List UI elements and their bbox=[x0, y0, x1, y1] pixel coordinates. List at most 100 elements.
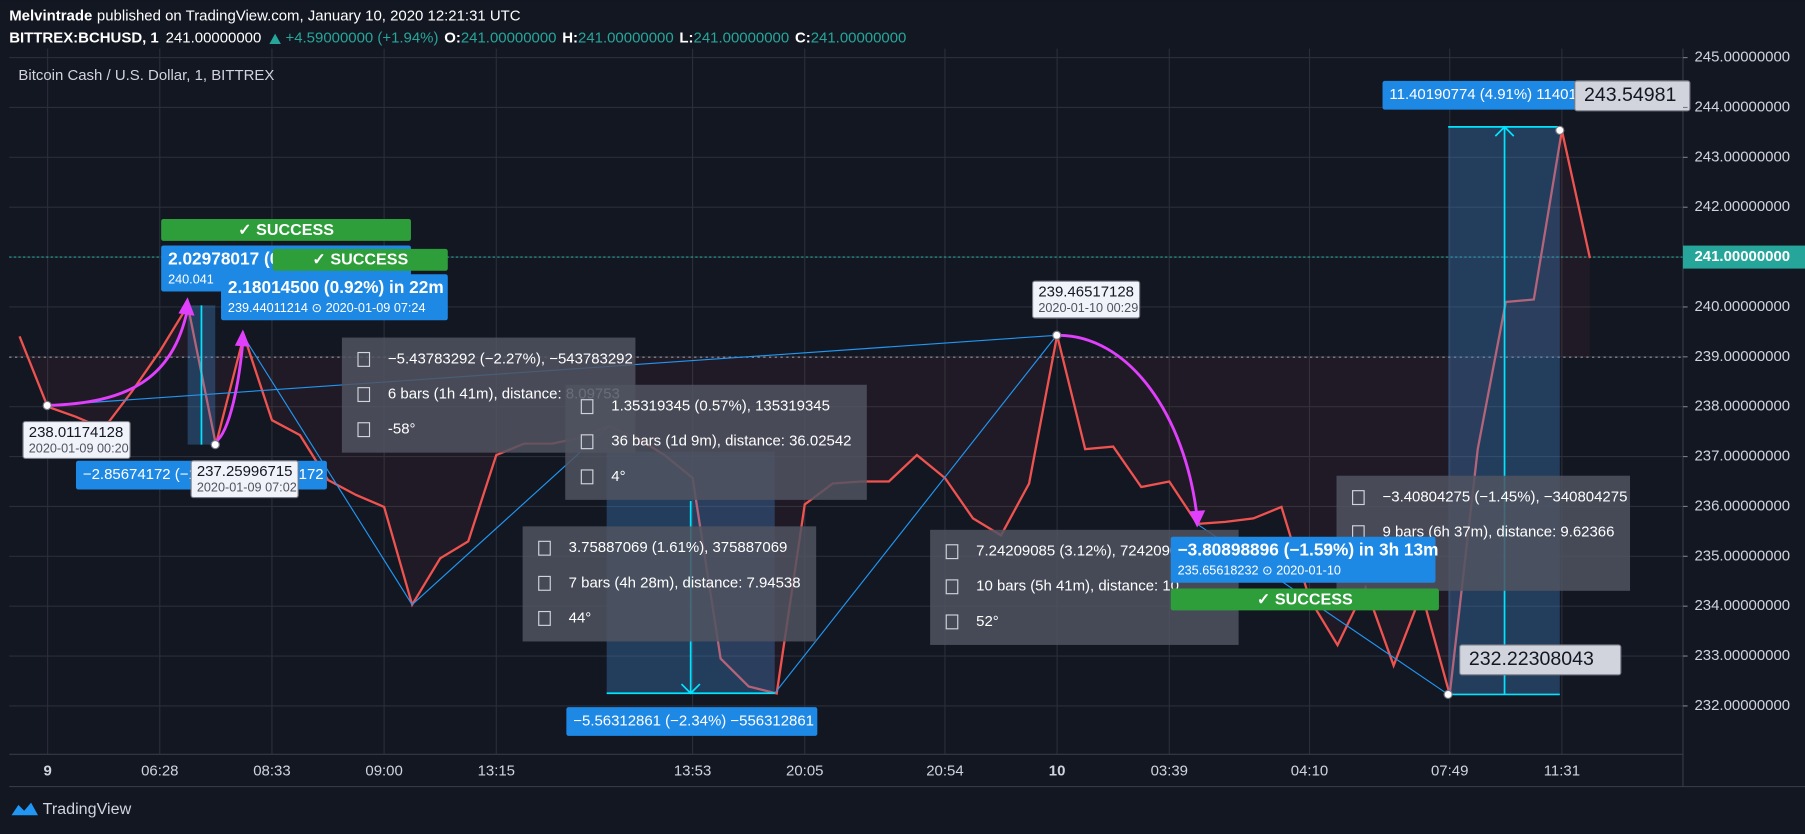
anchor-point bbox=[210, 440, 220, 450]
anchor-point bbox=[42, 400, 52, 411]
last-price-label: 241.00000000 bbox=[1694, 248, 1790, 265]
price-line bbox=[18, 130, 1592, 695]
measure-text: 11.40190774 (4.91%) 1140190774 bbox=[1389, 86, 1618, 103]
symbol: BITTREX:BCHUSD, 1 bbox=[9, 29, 159, 46]
footer-brand: TradingView bbox=[43, 800, 132, 818]
y-tick-label: 235.00000000 bbox=[1694, 547, 1790, 564]
info-box bbox=[565, 384, 867, 500]
ohlc: +4.59000000 (+1.94%) O:241.00000000 H:241.… bbox=[285, 29, 906, 46]
info-angle: -58° bbox=[388, 421, 416, 438]
info-icon bbox=[538, 540, 551, 556]
measure-text: −5.56312861 (−2.34%) −556312861 bbox=[573, 712, 814, 729]
y-tick-label: 237.00000000 bbox=[1694, 448, 1790, 465]
x-tick-label: 08:33 bbox=[253, 763, 290, 780]
success-box bbox=[272, 248, 448, 271]
price-label-box bbox=[1574, 80, 1691, 112]
anchor-point bbox=[1555, 125, 1565, 135]
measure-sub: 235.65618232 ⊙ 2020-01-10 bbox=[1178, 564, 1341, 578]
y-tick-label: 233.00000000 bbox=[1694, 647, 1790, 664]
price: 241.00000000 bbox=[166, 29, 262, 46]
arc bbox=[214, 340, 245, 444]
ohlc-label: L: bbox=[679, 29, 693, 46]
y-tick-label: 234.00000000 bbox=[1694, 597, 1790, 614]
measure-box bbox=[1170, 536, 1436, 583]
price-label-box bbox=[190, 460, 299, 499]
ohlc-value: 241.00000000 bbox=[578, 29, 674, 46]
info-icon bbox=[357, 387, 371, 403]
change: +4.59000000 (+1.94%) bbox=[285, 29, 438, 46]
x-tick-label: 11:31 bbox=[1544, 763, 1580, 780]
info-icon bbox=[580, 469, 594, 485]
info-change: 1.35319345 (0.57%), 135319345 bbox=[611, 398, 830, 415]
ohlc-value: 241.00000000 bbox=[461, 29, 557, 46]
price-label: 237.25996715 bbox=[197, 463, 293, 480]
x-tick-label: 09:00 bbox=[365, 763, 402, 780]
price-label-box bbox=[1459, 644, 1622, 676]
info-icon bbox=[538, 575, 551, 591]
info-icon bbox=[538, 610, 551, 626]
success-label: ✓ SUCCESS bbox=[1257, 590, 1353, 608]
ohlc-label: O: bbox=[444, 29, 461, 46]
last-price-box bbox=[1682, 245, 1805, 269]
y-tick-label: 238.00000000 bbox=[1694, 398, 1790, 415]
arrow-head bbox=[1189, 510, 1206, 528]
measure-sub: 240.041 bbox=[168, 272, 214, 286]
success-label: ✓ SUCCESS bbox=[238, 221, 334, 239]
info-icon bbox=[1352, 490, 1365, 506]
info-bars: 6 bars (1h 41m), distance: 8.09753 bbox=[388, 386, 620, 403]
success-box bbox=[1170, 588, 1439, 611]
price-label-box bbox=[1032, 280, 1141, 319]
ohlc-value: 241.00000000 bbox=[694, 29, 790, 46]
info-change: −5.43783292 (−2.27%), −543783292 bbox=[388, 350, 633, 367]
y-tick-label: 240.00000000 bbox=[1694, 298, 1790, 315]
published: published on TradingView.com, January 10… bbox=[97, 7, 521, 24]
author: Melvintrade bbox=[9, 7, 92, 24]
x-tick-label: 03:39 bbox=[1151, 763, 1188, 780]
x-tick-label: 04:10 bbox=[1291, 763, 1328, 780]
info-change: 3.75887069 (1.61%), 375887069 bbox=[569, 539, 788, 556]
header-line: Melvintrade published on TradingView.com,… bbox=[9, 7, 521, 24]
y-tick-label: 244.00000000 bbox=[1694, 98, 1790, 115]
info-bars: 9 bars (6h 37m), distance: 9.62366 bbox=[1383, 524, 1615, 541]
symbol-line: BITTREX:BCHUSD, 1 241.00000000 bbox=[9, 29, 261, 46]
price-label-date: 2020-01-09 00:20 bbox=[29, 442, 129, 456]
y-tick-label: 242.00000000 bbox=[1694, 198, 1790, 215]
x-tick-label: 13:53 bbox=[674, 763, 711, 780]
measure-box bbox=[221, 274, 448, 321]
price-label-date: 2020-01-10 00:29 bbox=[1038, 301, 1138, 315]
info-icon bbox=[945, 614, 959, 630]
x-tick-label: 20:05 bbox=[786, 763, 823, 780]
info-icon bbox=[357, 422, 371, 438]
arc bbox=[47, 308, 190, 407]
price-label: 239.46517128 bbox=[1038, 284, 1134, 301]
price-label: 232.22308043 bbox=[1469, 648, 1594, 670]
info-box bbox=[522, 526, 817, 642]
ohlc-value: 241.00000000 bbox=[811, 29, 907, 46]
y-tick-label: 232.00000000 bbox=[1694, 697, 1790, 714]
info-icon bbox=[945, 544, 959, 560]
ohlc-label: C: bbox=[795, 29, 811, 46]
price-label: 243.54981 bbox=[1584, 84, 1676, 106]
info-icon bbox=[580, 434, 594, 450]
x-tick-label: 06:28 bbox=[141, 763, 178, 780]
info-bars: 36 bars (1d 9m), distance: 36.02542 bbox=[611, 433, 851, 450]
success-label: ✓ SUCCESS bbox=[312, 251, 408, 269]
chart-title: Bitcoin Cash / U.S. Dollar, 1, BITTREX bbox=[18, 67, 274, 84]
info-change: 7.24209085 (3.12%), 724209085 bbox=[976, 543, 1195, 560]
y-tick-label: 236.00000000 bbox=[1694, 497, 1790, 514]
measure-box bbox=[566, 707, 818, 736]
info-change: −3.40804275 (−1.45%), −340804275 bbox=[1383, 489, 1628, 506]
measure-text: 2.18014500 (0.92%) in 22m bbox=[228, 277, 444, 297]
x-tick-label: 10 bbox=[1049, 763, 1066, 780]
x-tick-label: 9 bbox=[43, 763, 51, 780]
arcs bbox=[47, 297, 1206, 528]
info-icon bbox=[945, 579, 959, 595]
up-arrow bbox=[269, 33, 281, 45]
logo bbox=[11, 802, 38, 816]
price-label-date: 2020-01-09 07:02 bbox=[197, 481, 297, 495]
arrow-head bbox=[234, 329, 250, 347]
info-icon bbox=[357, 351, 371, 367]
ohlc-label: H: bbox=[562, 29, 578, 46]
